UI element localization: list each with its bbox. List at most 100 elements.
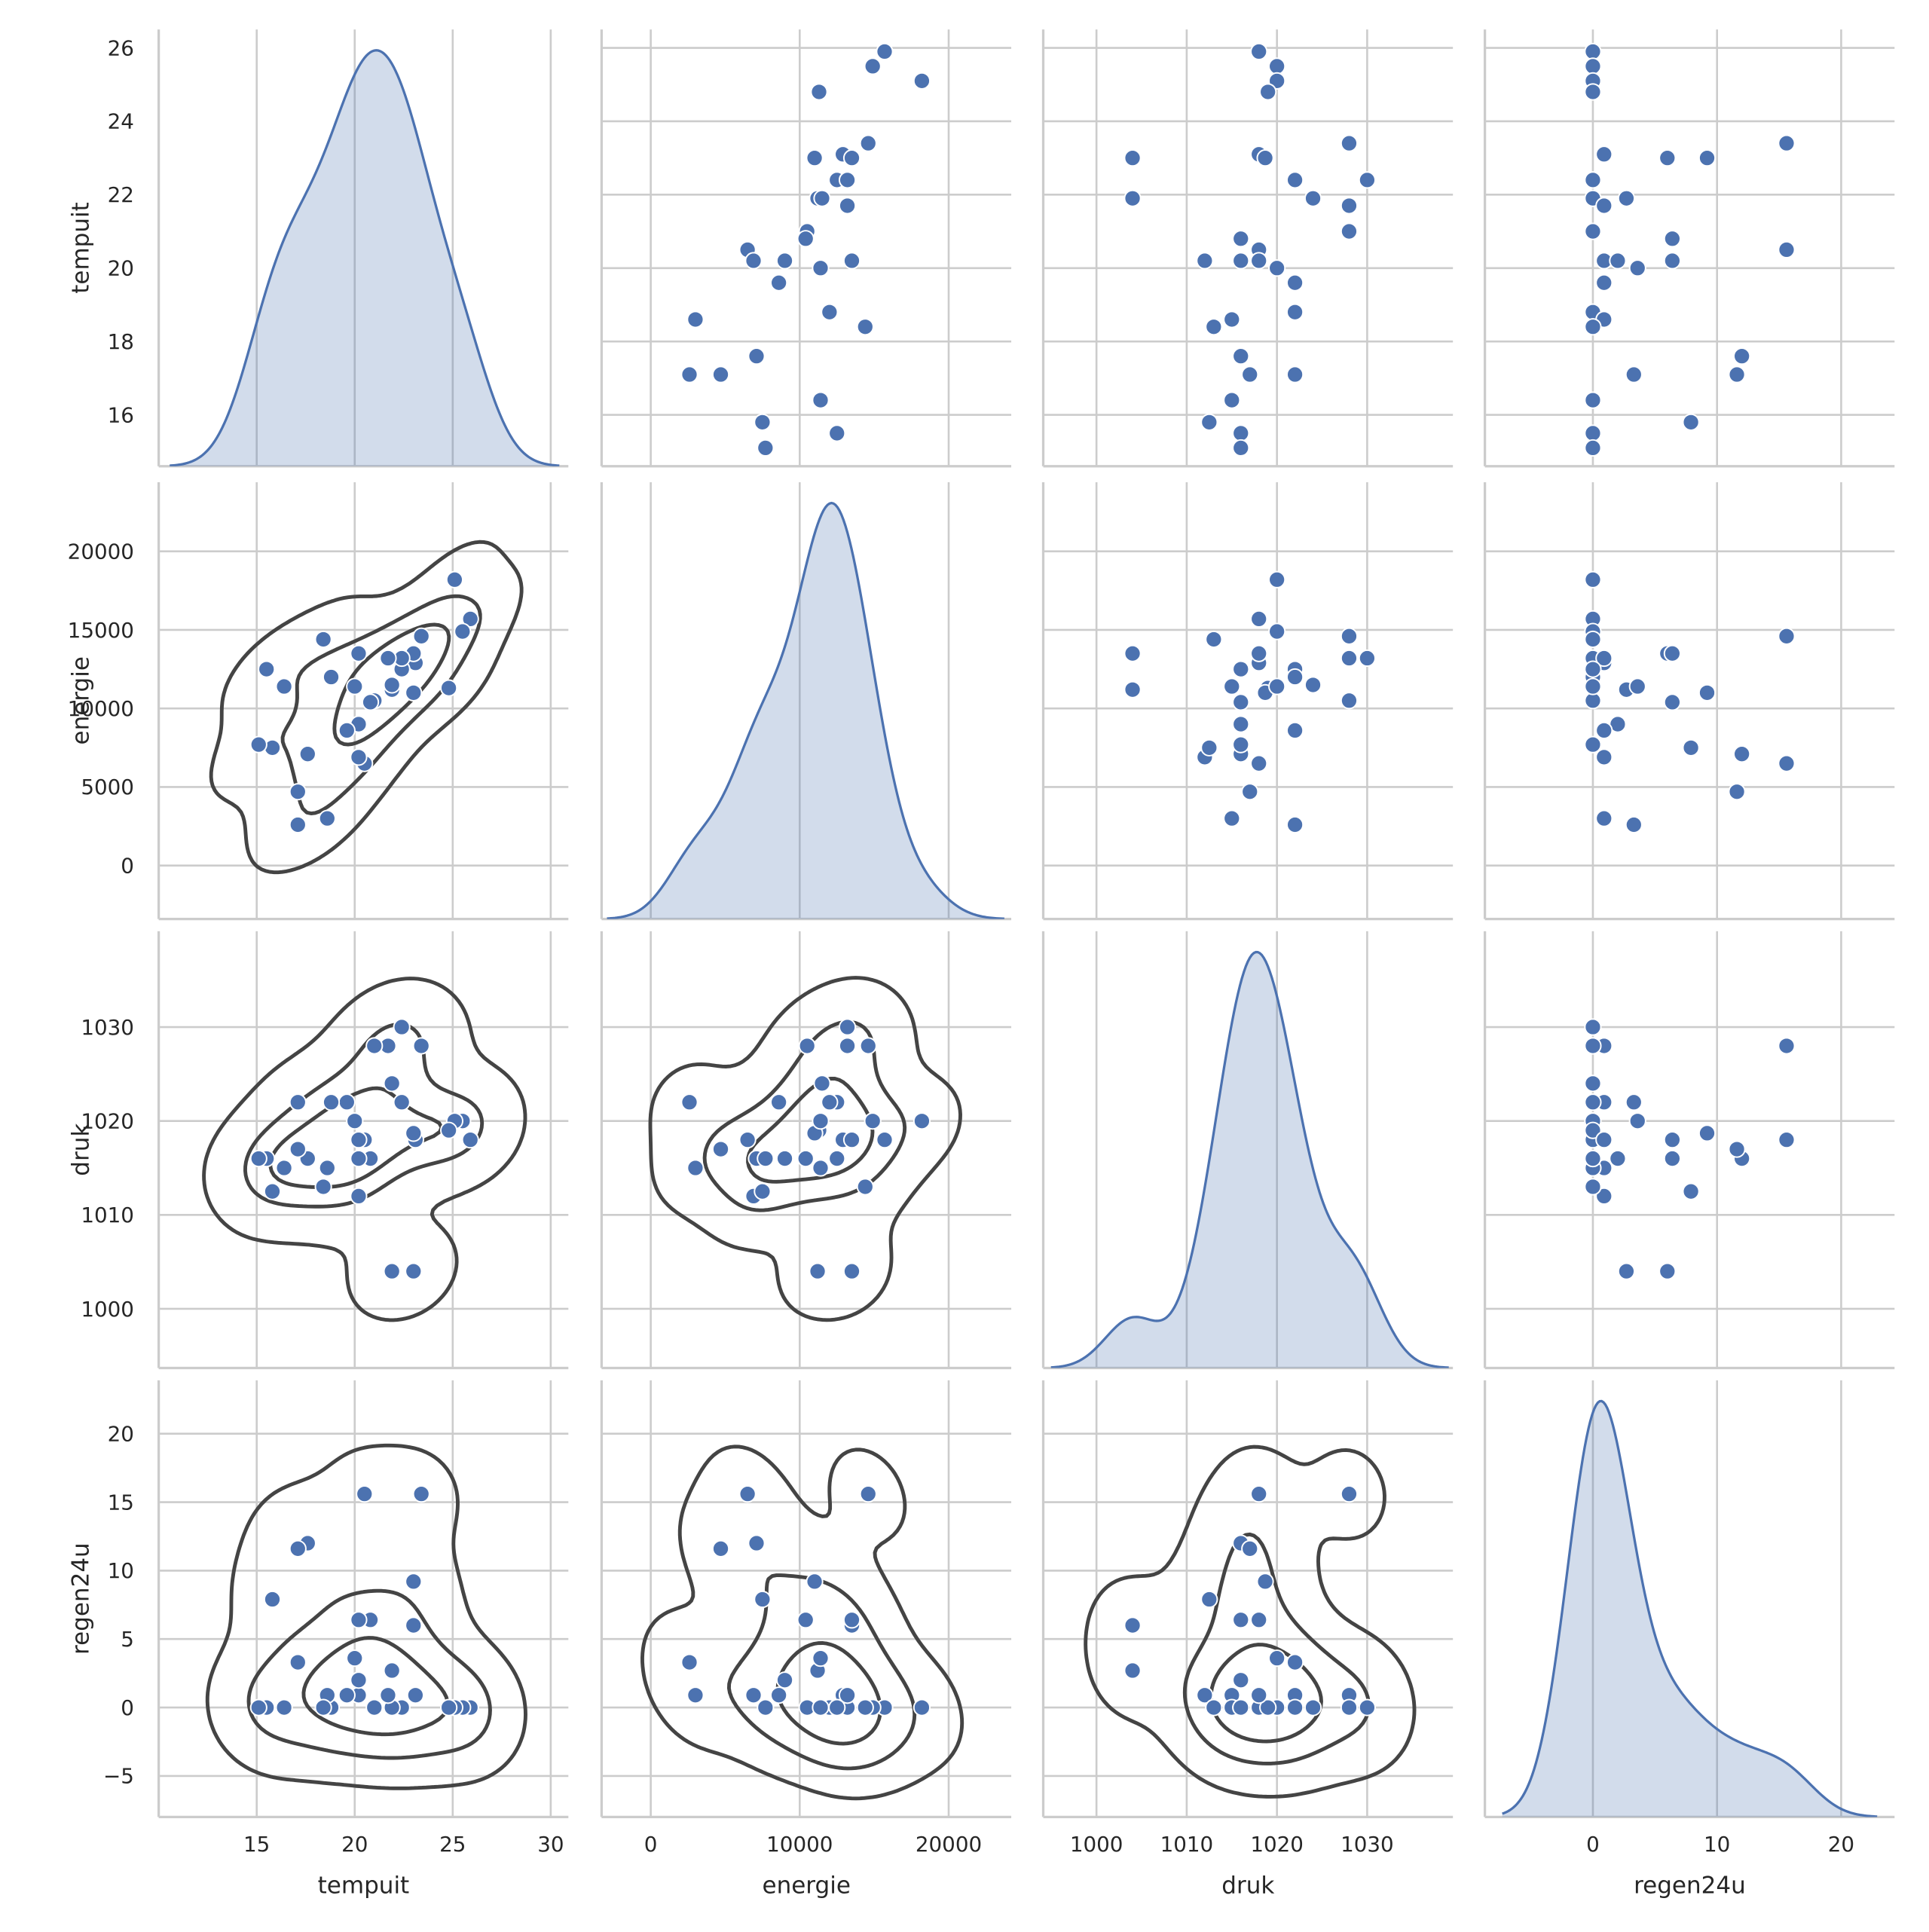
- scatter-point: [1268, 677, 1286, 695]
- scatter-point: [864, 57, 882, 75]
- scatter-point: [1617, 189, 1636, 207]
- scatter-point: [1584, 1037, 1602, 1055]
- y-tick-label: 20: [108, 1421, 134, 1446]
- plot-area: [640, 1444, 964, 1801]
- scatter-point: [1286, 303, 1304, 321]
- panel: [1483, 29, 1895, 468]
- scatter-point: [796, 1611, 815, 1629]
- scatter-point: [806, 149, 824, 167]
- scatter-point: [1584, 57, 1602, 75]
- scatter-point: [838, 1018, 857, 1036]
- scatter-point: [1196, 1686, 1214, 1704]
- scatter-point: [350, 1187, 368, 1206]
- scatter-point: [1584, 1018, 1602, 1036]
- scatter-point: [1728, 783, 1746, 801]
- scatter-point: [1663, 644, 1681, 662]
- scatter-point: [754, 1182, 772, 1200]
- scatter-point: [346, 1112, 364, 1130]
- scatter-point: [798, 1037, 816, 1055]
- scatter-point: [1340, 649, 1359, 668]
- scatter-point: [1250, 754, 1268, 772]
- x-tick-label: 1000: [1070, 1832, 1123, 1857]
- scatter-point: [1340, 222, 1359, 240]
- x-tick-label: 0: [1586, 1832, 1600, 1857]
- y-axis-label: regen24u: [68, 1542, 95, 1655]
- scatter-point: [1232, 660, 1250, 678]
- scatter-point: [680, 1093, 699, 1111]
- y-tick-label: 0: [121, 854, 134, 879]
- panel: [600, 29, 1012, 468]
- scatter-point: [289, 1653, 307, 1671]
- scatter-point: [365, 1698, 384, 1716]
- y-tick-label: 1030: [81, 1015, 134, 1040]
- scatter-point: [314, 1178, 332, 1196]
- scatter-point: [775, 1671, 794, 1689]
- scatter-point: [913, 1698, 931, 1716]
- scatter-point: [1232, 1698, 1250, 1716]
- scatter-point: [275, 1159, 293, 1177]
- scatter-point: [770, 1686, 788, 1704]
- scatter-point: [356, 1485, 374, 1503]
- scatter-point: [1223, 310, 1241, 329]
- scatter-point: [322, 668, 341, 686]
- scatter-point: [813, 1075, 831, 1093]
- scatter-point: [838, 197, 857, 215]
- scatter-point: [1268, 570, 1286, 588]
- scatter-point: [1584, 424, 1602, 442]
- scatter-point: [346, 677, 364, 695]
- scatter-point: [744, 252, 763, 270]
- scatter-point: [747, 347, 766, 365]
- scatter-point: [812, 1112, 830, 1130]
- scatter-point: [383, 1661, 401, 1680]
- scatter-point: [1358, 1698, 1376, 1716]
- scatter-point: [1595, 197, 1613, 215]
- scatter-point: [258, 660, 276, 678]
- scatter-point: [1584, 570, 1602, 588]
- kde-contour: [246, 1588, 492, 1760]
- scatter-point: [314, 630, 332, 649]
- scatter-point: [859, 1037, 877, 1055]
- scatter-point: [913, 72, 931, 90]
- scatter-point: [1595, 145, 1613, 164]
- scatter-point: [1663, 1131, 1681, 1149]
- x-tick-label: 0: [644, 1832, 658, 1857]
- scatter-point: [1584, 42, 1602, 60]
- kde-contour: [202, 977, 527, 1322]
- kde-area: [170, 50, 560, 466]
- scatter-point: [812, 1159, 830, 1177]
- scatter-point: [383, 1262, 401, 1280]
- scatter-point: [1625, 365, 1643, 384]
- scatter-point: [812, 259, 830, 277]
- scatter-point: [1340, 627, 1359, 645]
- plot-area: [1584, 570, 1796, 834]
- scatter-point: [1628, 1112, 1646, 1130]
- scatter-point: [828, 1149, 846, 1168]
- scatter-point: [821, 1093, 839, 1111]
- scatter-point: [1268, 57, 1286, 75]
- y-tick-label: 26: [108, 35, 134, 60]
- plot-area: [1123, 42, 1376, 457]
- scatter-point: [1340, 692, 1359, 710]
- scatter-point: [440, 1698, 458, 1716]
- x-tick-label: 20000: [916, 1832, 982, 1857]
- scatter-point: [1584, 318, 1602, 336]
- scatter-point: [1584, 1075, 1602, 1093]
- scatter-point: [1223, 809, 1241, 827]
- kde-curve: [607, 501, 1004, 919]
- scatter-point: [757, 439, 775, 457]
- scatter-point: [711, 1539, 730, 1558]
- scatter-point: [1123, 644, 1142, 662]
- x-axis-label: druk: [1221, 1872, 1274, 1900]
- scatter-point: [405, 683, 423, 702]
- scatter-point: [1232, 693, 1250, 711]
- scatter-point: [813, 189, 831, 207]
- scatter-point: [796, 1149, 815, 1168]
- scatter-point: [1286, 815, 1304, 834]
- plot-area: [1050, 950, 1449, 1368]
- kde-curve: [1502, 1399, 1878, 1817]
- x-axis-label: tempuit: [318, 1872, 410, 1900]
- panel: [600, 1380, 1012, 1819]
- kde-contour: [1182, 1532, 1371, 1765]
- scatter-point: [1617, 1262, 1636, 1280]
